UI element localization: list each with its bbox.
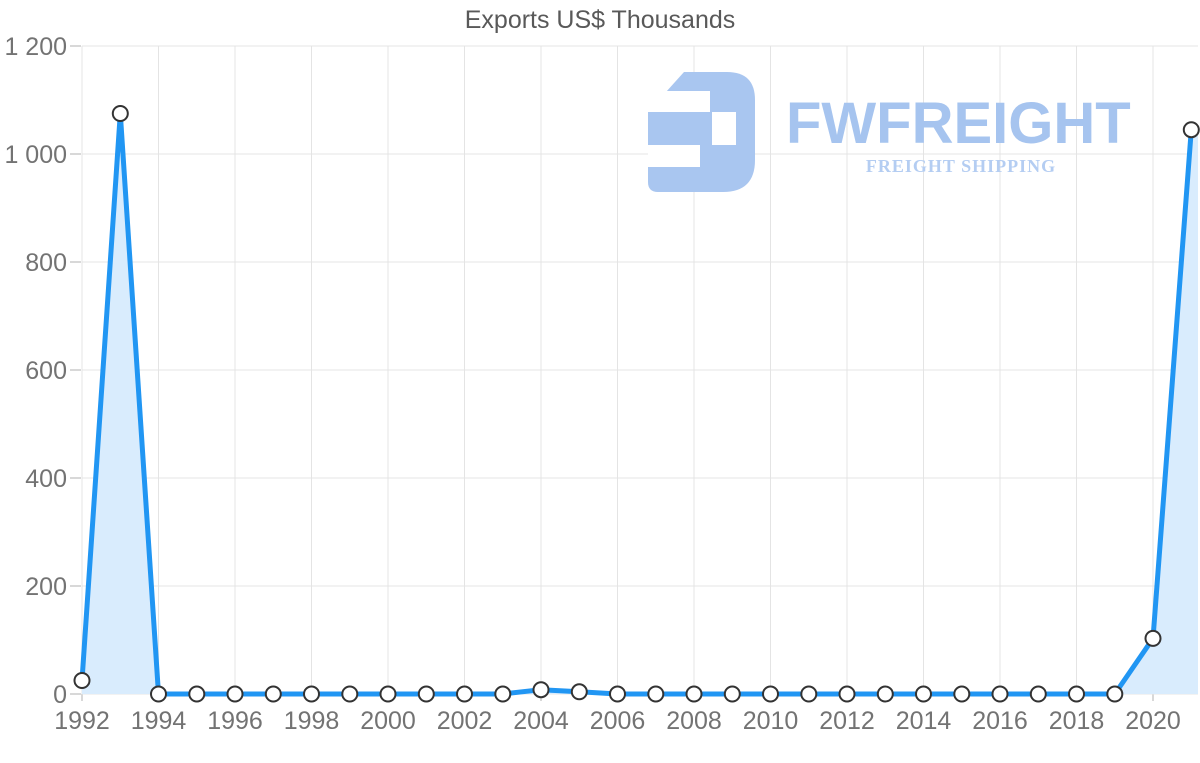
svg-text:0: 0 [53, 681, 67, 709]
svg-text:2000: 2000 [360, 707, 416, 735]
svg-text:2008: 2008 [666, 707, 722, 735]
chart-title: Exports US$ Thousands [464, 6, 736, 34]
svg-text:1998: 1998 [284, 707, 340, 735]
svg-text:2020: 2020 [1125, 707, 1181, 735]
svg-text:1994: 1994 [131, 707, 187, 735]
svg-text:2016: 2016 [972, 707, 1028, 735]
svg-text:1 000: 1 000 [4, 141, 67, 169]
svg-text:200: 200 [25, 573, 67, 601]
svg-text:2012: 2012 [819, 707, 875, 735]
svg-text:2002: 2002 [437, 707, 493, 735]
svg-text:1 200: 1 200 [4, 33, 67, 61]
svg-text:2004: 2004 [513, 707, 569, 735]
svg-text:800: 800 [25, 249, 67, 277]
watermark-tagline-text: FREIGHT SHIPPING [865, 156, 1057, 176]
svg-text:1992: 1992 [54, 707, 110, 735]
svg-text:2014: 2014 [896, 707, 952, 735]
svg-text:2018: 2018 [1049, 707, 1105, 735]
fwfreight-logo-icon [648, 72, 755, 192]
svg-text:1996: 1996 [207, 707, 263, 735]
svg-text:400: 400 [25, 465, 67, 493]
svg-text:2006: 2006 [590, 707, 646, 735]
svg-text:2010: 2010 [743, 707, 799, 735]
watermark-brand-text: FWFREIGHT [786, 91, 1131, 156]
svg-text:600: 600 [25, 357, 67, 385]
